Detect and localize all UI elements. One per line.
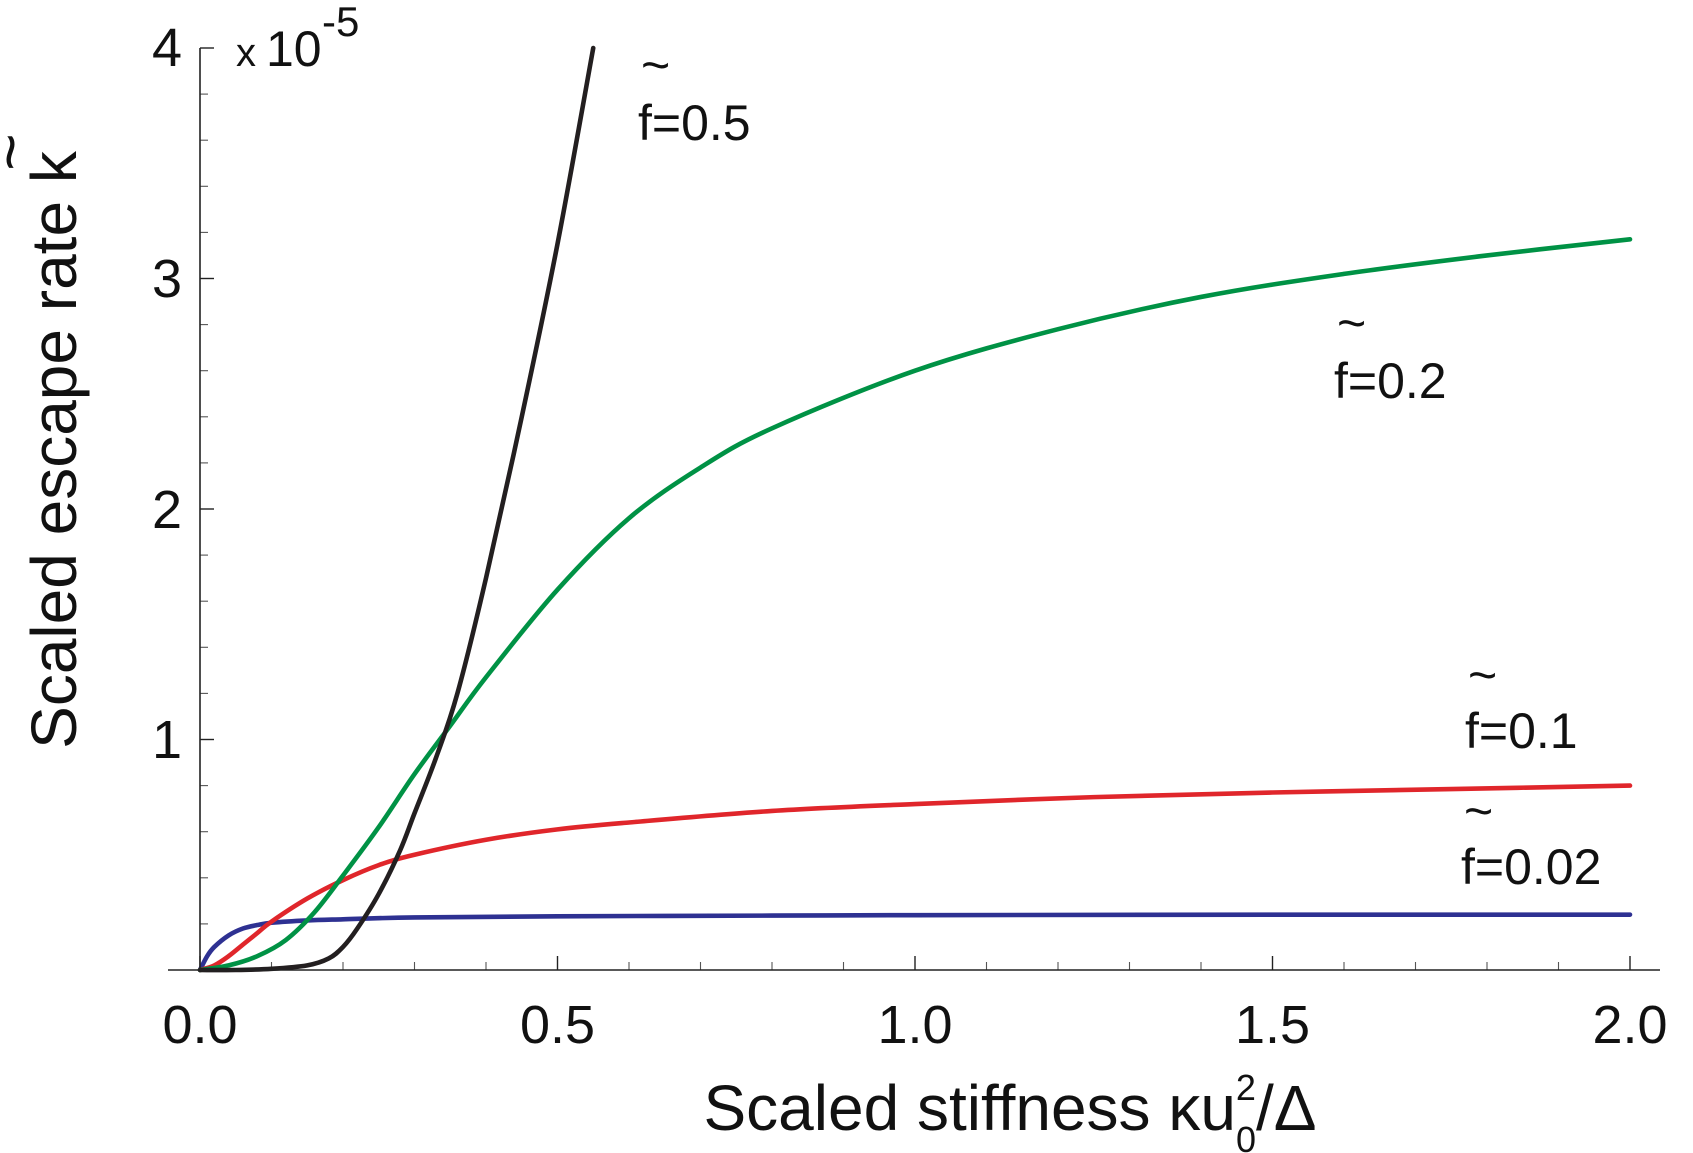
y-tick-label: 3 — [152, 249, 182, 309]
y-axis-multiplier: x 10 -5 — [236, 0, 359, 77]
series-label-text: f=0.2 — [1334, 353, 1447, 409]
series-label-text: f=0.5 — [638, 95, 751, 151]
series-label-text: f=0.1 — [1465, 703, 1578, 759]
y-tick-label: 2 — [152, 480, 182, 540]
series-label-accent: ~ — [1337, 295, 1366, 351]
x-axis-title-sup: 2 — [1236, 1067, 1256, 1108]
x-axis-title-tail: /Δ — [1256, 1072, 1317, 1144]
axis-ticks — [199, 47, 1631, 970]
y-tick-label: 4 — [152, 18, 182, 78]
x-tick-label: 0.5 — [520, 995, 595, 1055]
series-label-accent: ~ — [1468, 647, 1497, 703]
multiplier-prefix: x — [236, 31, 256, 75]
series-label-accent: ~ — [1464, 783, 1493, 839]
series-lines — [197, 45, 1633, 973]
y-axis-title-accent: ~ — [0, 133, 46, 170]
series-line-f-0.1 — [197, 783, 1633, 973]
multiplier-exponent: -5 — [322, 0, 359, 45]
series-line-f-0.5 — [197, 45, 596, 973]
x-tick-label: 1.0 — [877, 995, 952, 1055]
series-label-f-0.2: ~ f=0.2 — [1334, 295, 1447, 409]
y-axis-title: Scaled escape rate k ~ — [0, 133, 90, 749]
x-axis-title: Scaled stiffness κu2 0/Δ — [703, 1067, 1316, 1153]
series-label-f-0.5: ~ f=0.5 — [638, 37, 751, 151]
series-label-text: f=0.02 — [1461, 839, 1601, 895]
x-axis-title-main: Scaled stiffness κu — [703, 1072, 1235, 1144]
multiplier-base: 10 — [266, 21, 322, 77]
x-tick-label: 1.5 — [1235, 995, 1310, 1055]
y-axis-title-text: Scaled escape rate k — [18, 150, 90, 749]
series-label-accent: ~ — [641, 37, 670, 93]
x-tick-label: 0.0 — [162, 995, 237, 1055]
series-label-f-0.02: ~ f=0.02 — [1461, 783, 1601, 895]
series-line-f-0.02 — [197, 912, 1633, 973]
x-tick-label: 2.0 — [1592, 995, 1667, 1055]
series-line-f-0.2 — [197, 237, 1633, 973]
x-axis-title-sub: 0 — [1236, 1119, 1256, 1153]
series-label-f-0.1: ~ f=0.1 — [1465, 647, 1578, 759]
y-tick-label: 1 — [152, 710, 182, 770]
